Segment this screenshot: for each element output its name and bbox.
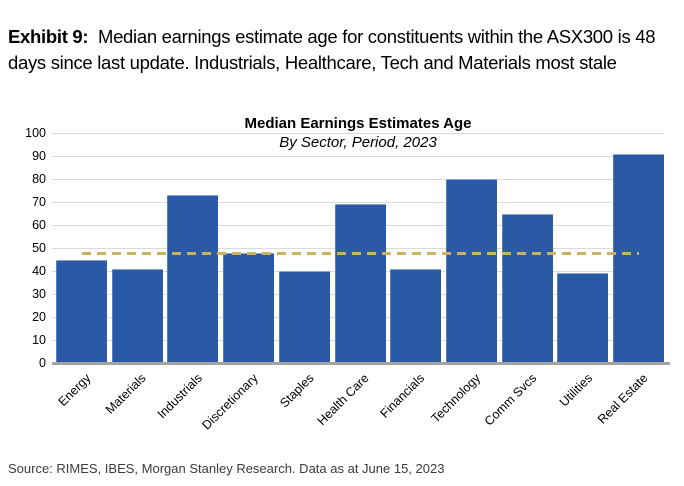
x-axis-label: Discretionary — [199, 371, 261, 433]
x-axis-label: Utilities — [556, 371, 595, 410]
y-tick-label: 80 — [32, 172, 46, 186]
exhibit-header: Exhibit 9: Median earnings estimate age … — [8, 24, 668, 76]
bar-utilities — [557, 273, 609, 363]
exhibit-label: Exhibit 9: — [8, 25, 89, 47]
gridline — [52, 179, 664, 180]
bar-energy — [56, 259, 107, 363]
x-axis-label: Industrials — [154, 371, 205, 422]
bar-materials — [111, 268, 163, 363]
exhibit-headline: Median earnings estimate age for constit… — [8, 25, 656, 73]
y-tick-label: 20 — [32, 310, 46, 324]
bar-staples — [278, 271, 330, 363]
bar-discretionary — [223, 252, 275, 363]
x-axis-label: Real Estate — [594, 371, 651, 427]
y-tick-label: 30 — [32, 287, 46, 301]
x-axis-label: Energy — [55, 371, 94, 409]
source-note: Source: RIMES, IBES, Morgan Stanley Rese… — [8, 461, 445, 476]
x-axis-label: Materials — [103, 371, 150, 417]
y-tick-label: 50 — [32, 241, 46, 255]
y-tick-label: 10 — [32, 333, 46, 347]
median-reference-line — [81, 251, 639, 255]
y-tick-label: 100 — [25, 126, 46, 140]
x-axis-label: Staples — [276, 371, 317, 411]
gridline — [52, 202, 664, 203]
y-tick-label: 40 — [32, 264, 46, 278]
y-tick-label: 0 — [39, 356, 46, 370]
y-tick-label: 60 — [32, 218, 46, 232]
x-axis-line — [52, 362, 670, 365]
x-axis-label: Comm Svcs — [481, 371, 539, 429]
bar-technology — [445, 179, 497, 363]
bar-industrials — [167, 195, 219, 363]
bar-health-care — [334, 204, 386, 363]
bar-financials — [390, 268, 442, 363]
y-tick-label: 90 — [32, 149, 46, 163]
x-axis-label: Health Care — [314, 371, 372, 429]
bar-real-estate — [613, 153, 664, 363]
x-axis-label: Financials — [377, 371, 428, 421]
chart-title: Median Earnings Estimates Age — [244, 115, 472, 132]
plot-area — [52, 133, 664, 363]
y-tick-label: 70 — [32, 195, 46, 209]
gridline — [52, 133, 664, 134]
gridline — [52, 156, 664, 157]
bar-comm-svcs — [501, 213, 553, 363]
x-axis-label: Technology — [428, 371, 484, 426]
